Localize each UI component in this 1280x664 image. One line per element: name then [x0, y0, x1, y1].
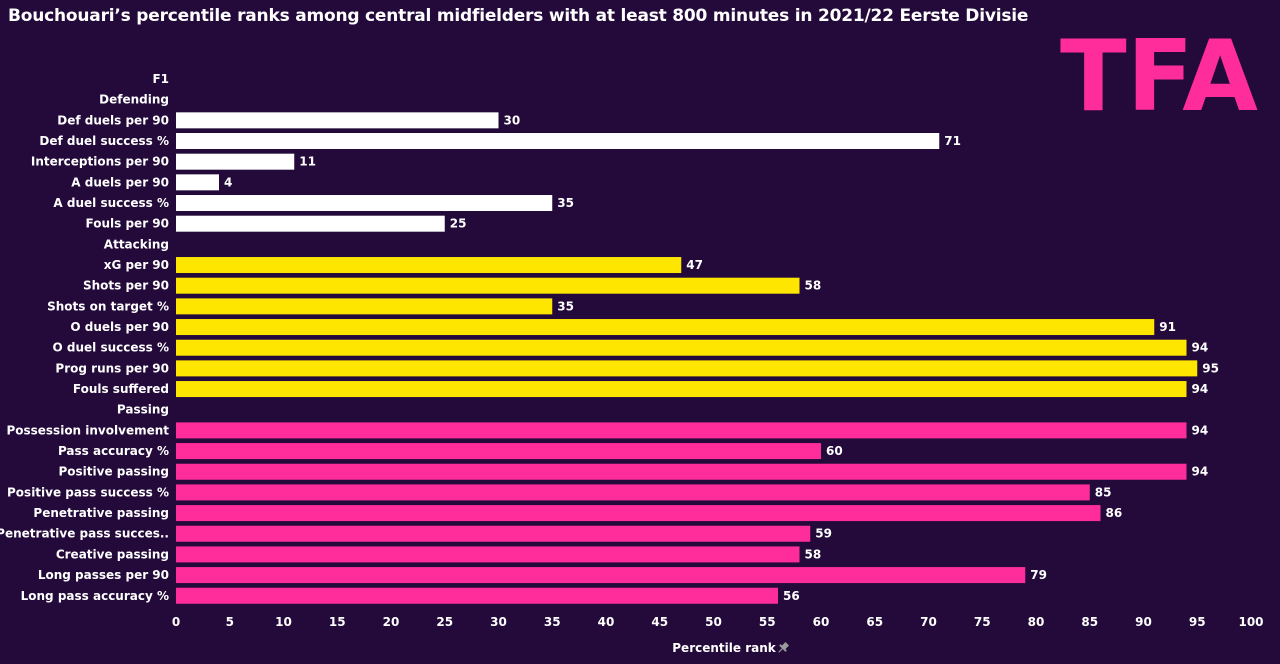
data-label: 30 [504, 113, 521, 127]
x-tick-label: 40 [598, 615, 615, 629]
x-tick-label: 95 [1189, 615, 1206, 629]
category-label: Fouls per 90 [86, 217, 169, 231]
bar [176, 484, 1090, 501]
x-tick-label: 50 [705, 615, 722, 629]
bar [176, 319, 1155, 336]
data-label: 95 [1202, 361, 1219, 375]
tfa-logo: TFA [1060, 30, 1258, 116]
bar [176, 339, 1187, 356]
bar [176, 133, 940, 150]
x-tick-label: 90 [1135, 615, 1152, 629]
category-label: Shots per 90 [83, 279, 169, 293]
x-tick-label: 65 [866, 615, 883, 629]
data-label: 60 [826, 444, 843, 458]
x-tick-label: 0 [172, 615, 180, 629]
category-label: Creative passing [56, 547, 169, 561]
category-label: Penetrative passing [33, 506, 169, 520]
pin-icon [778, 641, 790, 653]
bar [176, 567, 1026, 584]
category-label: Positive pass success % [7, 485, 169, 499]
data-label: 94 [1192, 341, 1209, 355]
x-tick-label: 80 [1028, 615, 1045, 629]
bar [176, 112, 499, 129]
bar [176, 174, 219, 191]
data-label: 59 [815, 527, 832, 541]
data-label: 35 [557, 299, 574, 313]
section-header-label: Passing [117, 403, 169, 417]
category-label: A duels per 90 [71, 175, 169, 189]
data-label: 71 [944, 134, 961, 148]
data-label: 94 [1192, 423, 1209, 437]
x-tick-label: 55 [759, 615, 776, 629]
data-label: 58 [805, 547, 822, 561]
x-tick-label: 60 [813, 615, 830, 629]
bar [176, 587, 778, 604]
data-label: 56 [783, 589, 800, 603]
category-label: Long pass accuracy % [21, 589, 169, 603]
bar [176, 443, 821, 460]
category-label: Prog runs per 90 [55, 361, 169, 375]
x-tick-label: 45 [651, 615, 668, 629]
x-tick-label: 15 [329, 615, 346, 629]
bar [176, 381, 1187, 398]
category-label: A duel success % [53, 196, 169, 210]
x-tick-label: 10 [275, 615, 292, 629]
data-label: 79 [1030, 568, 1047, 582]
category-label: O duel success % [53, 341, 169, 355]
category-label: Positive passing [58, 465, 169, 479]
x-tick-label: 70 [920, 615, 937, 629]
x-tick-label: 30 [490, 615, 507, 629]
bar [176, 277, 800, 294]
bar [176, 360, 1198, 377]
category-label: Def duels per 90 [57, 113, 169, 127]
column-header-label: F1 [152, 72, 169, 86]
data-label: 91 [1159, 320, 1176, 334]
category-label: O duels per 90 [70, 320, 169, 334]
category-label: Long passes per 90 [38, 568, 169, 582]
data-label: 25 [450, 217, 467, 231]
chart-title: Bouchouari’s percentile ranks among cent… [8, 6, 1029, 26]
x-tick-label: 35 [544, 615, 561, 629]
category-label: Penetrative pass succes.. [0, 527, 169, 541]
data-label: 11 [299, 155, 316, 169]
bar [176, 153, 295, 170]
x-tick-label: 85 [1081, 615, 1098, 629]
bar [176, 215, 445, 232]
x-tick-label: 75 [974, 615, 991, 629]
category-label: Interceptions per 90 [31, 155, 169, 169]
data-label: 58 [805, 279, 822, 293]
x-tick-label: 100 [1238, 615, 1263, 629]
data-label: 94 [1192, 382, 1209, 396]
section-header-label: Defending [99, 93, 169, 107]
bar [176, 257, 682, 274]
bar [176, 546, 800, 563]
x-axis-label: Percentile rank [672, 641, 776, 655]
section-header-label: Attacking [104, 237, 169, 251]
bar [176, 195, 553, 212]
data-label: 35 [557, 196, 574, 210]
category-label: Pass accuracy % [58, 444, 169, 458]
x-tick-label: 20 [383, 615, 400, 629]
svg-text:TFA: TFA [1060, 30, 1258, 116]
bar [176, 525, 811, 542]
category-label: Shots on target % [47, 299, 169, 313]
bar [176, 298, 553, 315]
category-label: Def duel success % [39, 134, 169, 148]
data-label: 47 [686, 258, 703, 272]
category-label: Fouls suffered [73, 382, 169, 396]
bar [176, 505, 1101, 522]
data-label: 94 [1192, 465, 1209, 479]
category-label: Possession involvement [6, 423, 169, 437]
data-label: 86 [1106, 506, 1123, 520]
x-tick-label: 25 [436, 615, 453, 629]
bar [176, 422, 1187, 439]
x-tick-label: 5 [226, 615, 234, 629]
bar [176, 463, 1187, 480]
data-label: 4 [224, 175, 232, 189]
category-label: xG per 90 [104, 258, 169, 272]
data-label: 85 [1095, 485, 1112, 499]
